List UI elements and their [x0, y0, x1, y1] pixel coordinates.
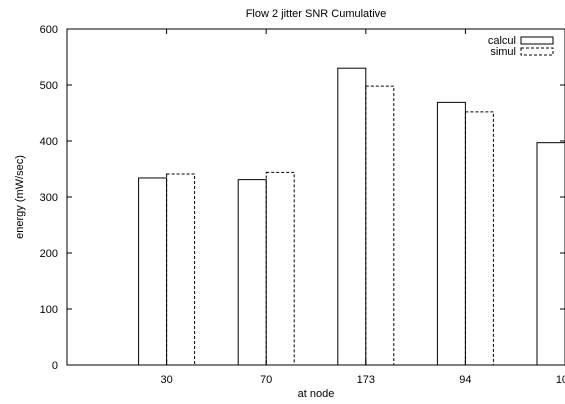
bar-calcul-70	[237, 179, 267, 365]
bar-calcul-173	[337, 67, 367, 365]
x-axis-ticks: 30 70 173 94 104	[160, 29, 565, 386]
bars	[138, 67, 565, 365]
bar-calcul-104	[536, 142, 565, 365]
x-tick-label: 70	[260, 374, 272, 386]
x-tick-label: 104	[556, 374, 565, 386]
x-tick-label: 30	[160, 374, 172, 386]
legend-label: simul	[490, 46, 516, 58]
y-tick-label: 300	[40, 192, 58, 204]
y-tick-label: 100	[40, 304, 58, 316]
legend-swatch	[520, 36, 554, 45]
legend-label: calcul	[488, 35, 516, 47]
y-tick-label: 200	[40, 248, 58, 260]
bar-calcul-94	[436, 101, 466, 365]
x-tick-label: 173	[357, 374, 375, 386]
bar-simul-30	[166, 173, 196, 365]
y-tick-label: 400	[40, 136, 58, 148]
legend-swatch	[520, 47, 554, 56]
y-tick-label: 0	[52, 360, 58, 372]
bar-simul-70	[265, 171, 295, 365]
bar-simul-173	[365, 85, 395, 365]
y-axis-ticks: 0 100 200 300 400 500 600	[40, 24, 565, 372]
bar-simul-94	[464, 111, 494, 365]
y-tick-label: 500	[40, 80, 58, 92]
y-axis-label: energy (mW/sec)	[14, 155, 26, 239]
bar-calcul-30	[138, 177, 168, 365]
x-tick-label: 94	[459, 374, 471, 386]
y-tick-label: 600	[40, 24, 58, 36]
chart-title: Flow 2 jitter SNR Cumulative	[246, 8, 387, 20]
plot-frame	[66, 28, 565, 366]
x-axis-label: at node	[298, 388, 335, 400]
